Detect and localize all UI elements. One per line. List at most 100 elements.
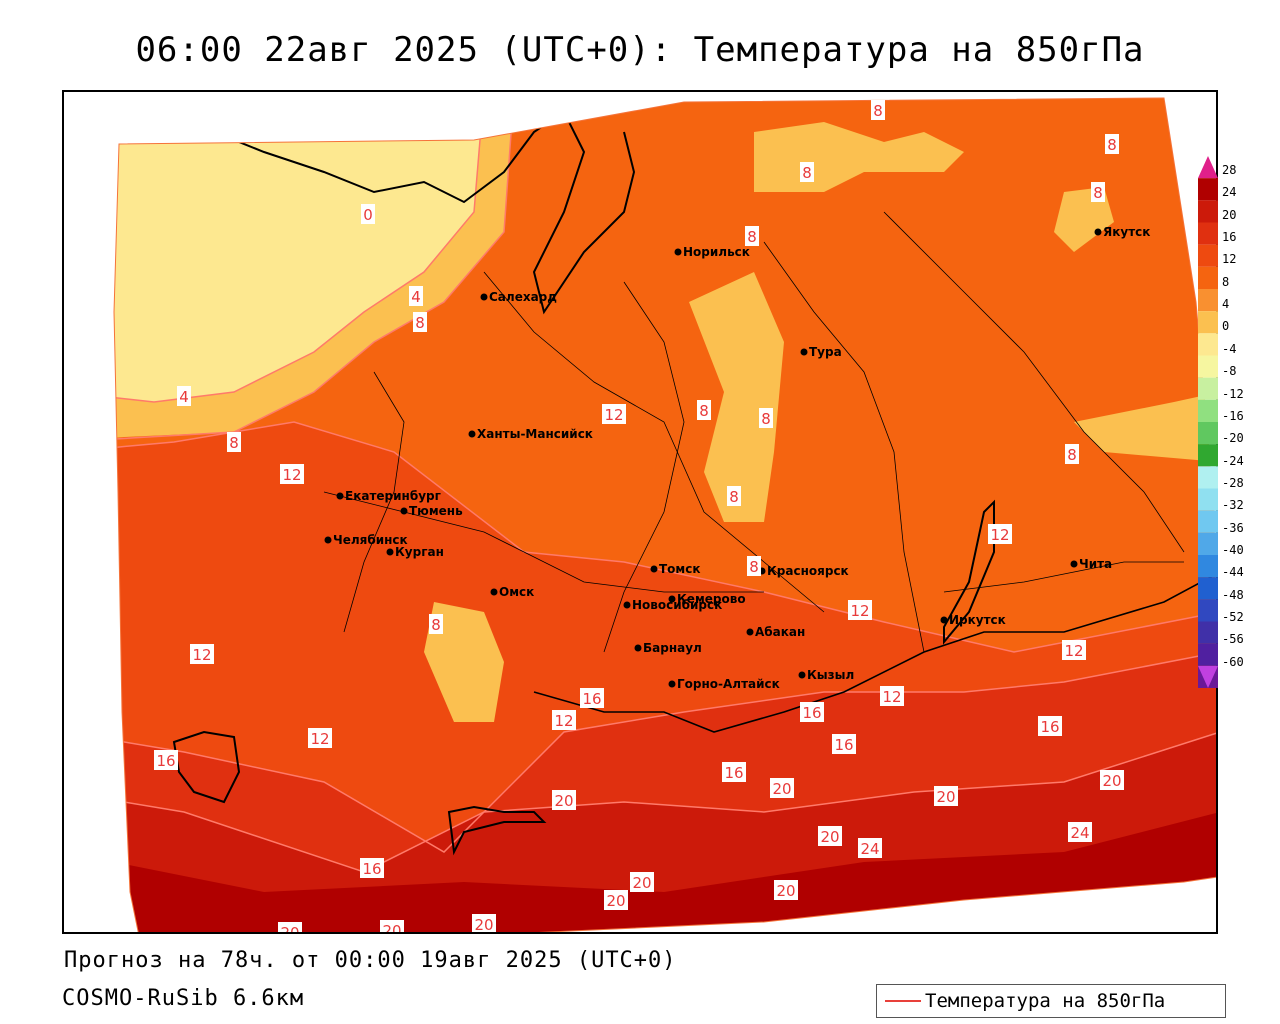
city-label: Омск (499, 585, 534, 599)
isotherm-label: 8 (699, 402, 709, 420)
city-dot (746, 628, 754, 636)
city-dot (386, 548, 394, 556)
isotherm-label-bg (800, 162, 814, 182)
isotherm-label-bg (1091, 182, 1105, 202)
isotherm-label: 8 (1107, 136, 1117, 154)
domain-outline (113, 97, 1216, 932)
colorbar-segment (1198, 266, 1218, 289)
city-dot (668, 595, 676, 603)
isotherm-label-bg (727, 486, 741, 506)
isotherm-label: 20 (474, 916, 493, 934)
colorbar-segment (1198, 311, 1218, 334)
colorbar-segment (1198, 643, 1218, 666)
colorbar-tick-label: -56 (1222, 632, 1244, 647)
isotherm-label-bg (472, 914, 496, 932)
isotherm-label-bg (800, 702, 824, 722)
colorbar-tick-label: -12 (1222, 386, 1244, 401)
temperature-map: Салехард Норильск Якутск Тура Ханты-Мансийск… (113, 97, 1216, 934)
colorbar-tick-label: -28 (1222, 475, 1244, 490)
city-dot (336, 492, 344, 500)
city-dot (800, 348, 808, 356)
isotherm-label-bg (380, 920, 404, 932)
isotherm-label-bg (871, 100, 885, 120)
isotherm-label: 12 (990, 526, 1009, 544)
lake-balkhash (447, 805, 547, 856)
city-label: Челябинск (333, 533, 408, 547)
isotherm-label-bg (818, 826, 842, 846)
isotherm-label: 4 (411, 288, 421, 306)
city-dot (490, 588, 498, 596)
isotherm-label: 12 (604, 406, 623, 424)
lake-baikal (943, 499, 995, 645)
colorbar-segment (1198, 222, 1218, 245)
city-label: Томск (659, 562, 701, 576)
city-label: Барнаул (643, 641, 702, 655)
colorbar-segment (1198, 333, 1218, 356)
colorbar-tick-label: 28 (1222, 163, 1237, 177)
colorbar-tick-label: -8 (1222, 364, 1237, 379)
isotherm-label: 12 (192, 646, 211, 664)
isotherm-label-bg (1068, 822, 1092, 842)
city-dot (1094, 228, 1102, 236)
colorbar-tick-label: 8 (1222, 274, 1230, 289)
colorbar-tick-label: -4 (1222, 341, 1237, 356)
isotherm-label-bg (988, 524, 1012, 544)
isotherm-label-bg (190, 644, 214, 664)
colorbar-min-arrow (1198, 665, 1218, 688)
city-dot (674, 248, 682, 256)
band-4-8-central (689, 272, 784, 522)
isotherm-label-bg (848, 600, 872, 620)
city-dot (940, 616, 948, 624)
colorbar-tick-label: -24 (1222, 453, 1244, 468)
band-4-8-south (424, 602, 504, 722)
colorbar-tick-label: -44 (1222, 565, 1244, 580)
colorbar-tick-label: 24 (1222, 185, 1237, 200)
city-label: Курган (395, 545, 444, 559)
region-borders (323, 211, 1185, 653)
band-4-8-east (1074, 392, 1216, 462)
isotherm-label: 8 (802, 164, 812, 182)
legend: Температура на 850гПа (876, 984, 1226, 1018)
colorbar-segment (1198, 377, 1218, 400)
isotherm-label-bg (361, 204, 375, 224)
isotherm-label: 8 (1067, 446, 1077, 464)
colorbar-segment (1198, 466, 1218, 489)
colorbar-tick-label: 4 (1222, 297, 1230, 312)
city-label: Горно-Алтайск (677, 677, 780, 691)
colorbar-segment (1198, 178, 1218, 201)
city-dot (798, 671, 806, 679)
band-4-8-yakutsk (1054, 187, 1114, 252)
colorbar (1198, 156, 1218, 688)
colorbar-tick-label: -16 (1222, 408, 1244, 423)
city-layer: Салехард Норильск Якутск Тура Ханты-Мансийск… (324, 225, 1150, 691)
isotherm-label: 8 (729, 488, 739, 506)
isotherm-label: 8 (1093, 184, 1103, 202)
colorbar-tick-label: -20 (1222, 431, 1244, 446)
colorbar-tick-label: 20 (1222, 207, 1237, 222)
isotherm-label-bg (413, 312, 427, 332)
city-dot (623, 601, 631, 609)
colorbar-segment (1198, 510, 1218, 533)
isotherm-label-bg (722, 762, 746, 782)
colorbar-segment (1198, 621, 1218, 644)
city-label: Новосибирск (632, 598, 722, 612)
isotherm-label: 20 (632, 874, 651, 892)
city-label: Екатеринбург (345, 489, 441, 503)
isotherm-label-bg (1105, 134, 1119, 154)
city-label: Абакан (755, 625, 805, 639)
isotherm-label-bg (774, 880, 798, 900)
isotherm-label-bg (832, 734, 856, 754)
isotherm-label: 12 (554, 712, 573, 730)
isotherm-label: 16 (156, 752, 175, 770)
city-dot (480, 293, 488, 301)
isotherm-label-bg (227, 432, 241, 452)
isotherm-label: 8 (415, 314, 425, 332)
colorbar-segment (1198, 422, 1218, 445)
colorbar-tick-label: 0 (1222, 319, 1230, 334)
isotherm-label: 4 (179, 388, 189, 406)
colorbar-segment (1198, 555, 1218, 578)
isotherm-label: 20 (382, 922, 401, 934)
isotherm-label: 12 (310, 730, 329, 748)
isotherm-label-bg (1065, 444, 1079, 464)
isotherm-label-bg (934, 786, 958, 806)
